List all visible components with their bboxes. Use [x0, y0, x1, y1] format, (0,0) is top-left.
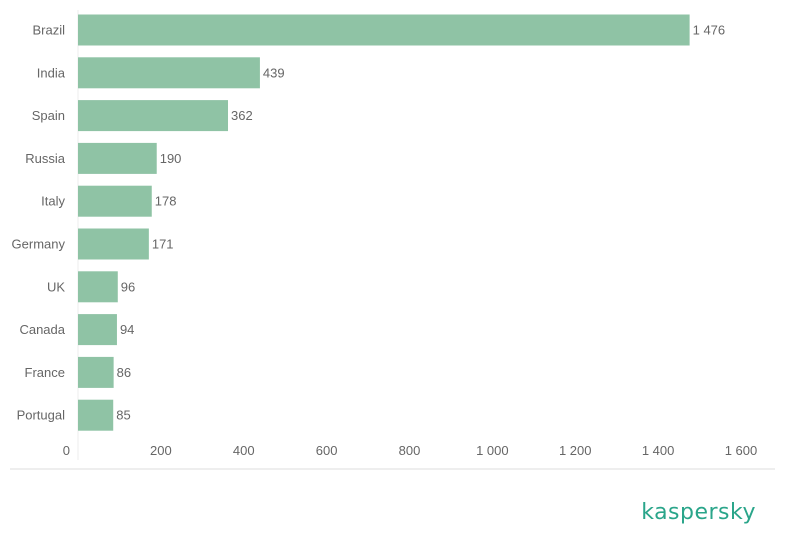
x-tick-label: 1 400 — [642, 443, 675, 458]
category-label: UK — [47, 279, 65, 294]
category-label: Brazil — [32, 23, 65, 38]
x-tick-label: 1 600 — [725, 443, 758, 458]
x-tick-label: 200 — [150, 443, 172, 458]
value-label: 190 — [160, 151, 182, 166]
kaspersky-logo: kaspersky — [641, 500, 756, 525]
bar-portugal — [78, 399, 114, 431]
value-label: 85 — [116, 408, 130, 423]
category-label: India — [37, 65, 66, 80]
x-tick-label: 400 — [233, 443, 255, 458]
bar-france — [78, 356, 114, 388]
value-label: 96 — [121, 279, 135, 294]
category-label: Germany — [12, 237, 66, 252]
x-tick-label: 1 200 — [559, 443, 592, 458]
bar-brazil — [78, 14, 690, 46]
value-label: 439 — [263, 65, 285, 80]
x-tick-label: 1 000 — [476, 443, 509, 458]
category-label: Canada — [19, 322, 65, 337]
bar-uk — [78, 271, 118, 303]
category-label: Russia — [25, 151, 66, 166]
x-tick-label: 800 — [399, 443, 421, 458]
bar-germany — [78, 228, 149, 260]
value-label: 362 — [231, 108, 253, 123]
value-label: 178 — [155, 194, 177, 209]
value-label: 94 — [120, 322, 134, 337]
bar-russia — [78, 142, 157, 174]
bar-spain — [78, 100, 229, 132]
bar-india — [78, 57, 260, 89]
x-tick-label: 0 — [63, 443, 70, 458]
value-label: 171 — [152, 237, 174, 252]
x-tick-label: 600 — [316, 443, 338, 458]
category-label: Italy — [41, 194, 65, 209]
bar-italy — [78, 185, 152, 217]
value-label: 86 — [117, 365, 131, 380]
category-label: Portugal — [17, 408, 66, 423]
value-label: 1 476 — [693, 23, 726, 38]
bar-canada — [78, 314, 117, 346]
category-label: Spain — [32, 108, 65, 123]
category-label: France — [25, 365, 65, 380]
